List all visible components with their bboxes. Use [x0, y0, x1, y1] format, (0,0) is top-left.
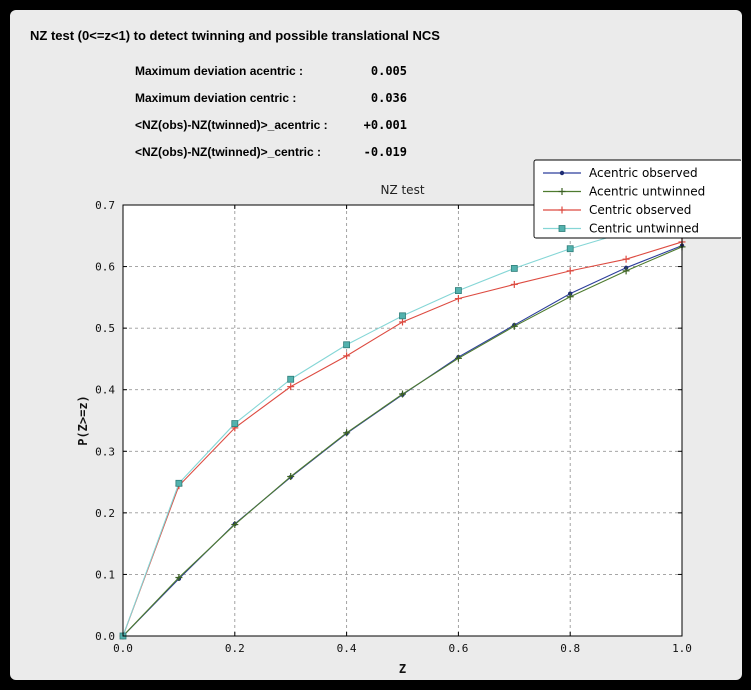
stats-block: Maximum deviation acentric : 0.005 Maxim…: [135, 57, 407, 165]
x-tick-label: 0.2: [225, 642, 245, 655]
marker-square: [343, 341, 351, 349]
marker-square: [510, 265, 518, 272]
plot-panel: NZ test (0<=z<1) to detect twinning and …: [10, 10, 743, 680]
page-title: NZ test (0<=z<1) to detect twinning and …: [30, 28, 440, 43]
y-tick-label: 0.5: [95, 322, 115, 335]
x-axis-label: Z: [399, 662, 406, 676]
x-tick-label: 0.0: [113, 642, 133, 655]
stat-row-max-dev-centric: Maximum deviation centric : 0.036: [135, 84, 407, 111]
stat-row-mean-dev-acentric: <NZ(obs)-NZ(twinned)>_acentric : +0.001: [135, 111, 407, 138]
x-tick-label: 0.4: [337, 642, 357, 655]
marker-square: [558, 225, 566, 232]
legend: Acentric observed Acentric untwinned Centr…: [533, 159, 743, 239]
stat-label: Maximum deviation acentric :: [135, 63, 304, 78]
marker-square: [566, 245, 574, 253]
stat-value: -0.019: [363, 144, 407, 159]
marker-square: [454, 287, 462, 294]
stat-label: Maximum deviation centric :: [135, 90, 297, 105]
stat-value: 0.036: [370, 90, 407, 105]
marker-square: [399, 312, 406, 320]
stat-value: +0.001: [363, 117, 407, 132]
chart-canvas: 0.0 0.2 0.4 0.6 0.8 1.0 0.0 0.1 0.2 0.3 0.4 0.5 0.6 0…: [76, 159, 743, 676]
marker-square: [287, 375, 295, 383]
y-tick-label: 0.0: [95, 630, 115, 643]
legend-label: Centric untwinned: [589, 222, 699, 236]
marker-square: [175, 479, 183, 487]
y-tick-label: 0.3: [95, 445, 115, 458]
chart-title: NZ test: [380, 183, 424, 197]
legend-label: Acentric untwinned: [589, 185, 705, 199]
stat-row-max-dev-acentric: Maximum deviation acentric : 0.005: [135, 57, 407, 84]
y-tick-label: 0.2: [95, 507, 115, 520]
legend-label: Acentric observed: [589, 166, 698, 180]
stat-label: <NZ(obs)-NZ(twinned)>_centric :: [135, 144, 322, 159]
y-axis-label: P(Z>=z): [76, 395, 90, 446]
y-tick-label: 0.1: [95, 568, 115, 581]
x-tick-label: 1.0: [672, 642, 692, 655]
plot-border: [122, 204, 683, 637]
legend-label: Centric observed: [589, 203, 691, 217]
x-tick-label: 0.6: [448, 642, 468, 655]
y-tick-label: 0.7: [95, 199, 115, 212]
marker-dot: [559, 170, 565, 176]
stat-row-mean-dev-centric: <NZ(obs)-NZ(twinned)>_centric : -0.019: [135, 138, 407, 165]
marker-square: [231, 420, 239, 427]
stat-label: <NZ(obs)-NZ(twinned)>_acentric :: [135, 117, 328, 132]
y-tick-label: 0.4: [95, 384, 115, 397]
stat-value: 0.005: [370, 63, 407, 78]
nz-test-chart: 0.0 0.2 0.4 0.6 0.8 1.0 0.0 0.1 0.2 0.3 0.4 0.5 0.6 0…: [15, 155, 743, 685]
plot-area: [123, 205, 682, 636]
x-tick-label: 0.8: [560, 642, 580, 655]
y-tick-label: 0.6: [95, 261, 115, 274]
